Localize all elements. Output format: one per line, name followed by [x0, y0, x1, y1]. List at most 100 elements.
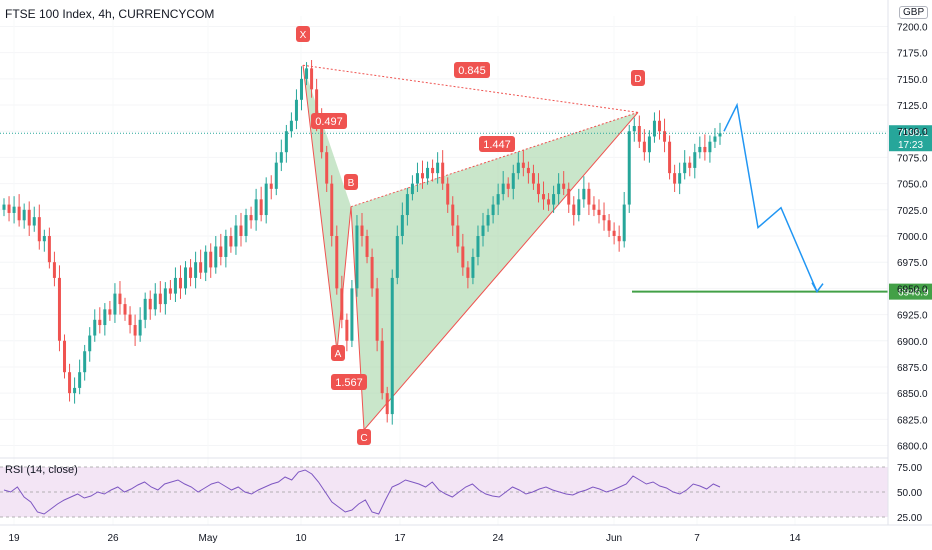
candle-body: [642, 141, 646, 153]
candle-body: [380, 340, 384, 394]
candle-body: [632, 126, 636, 132]
candle-body: [178, 277, 182, 289]
candle-body: [47, 236, 51, 263]
candle-body: [42, 236, 46, 242]
candle-body: [557, 183, 561, 195]
y-tick-label: 7125.0: [897, 101, 928, 112]
rsi-pane: 75.00 50.00 25.00: [0, 457, 922, 524]
candle-body: [305, 68, 309, 79]
candle-body: [118, 293, 122, 305]
y-tick-label: 7100.0: [897, 127, 928, 138]
point-label-d-box: [631, 70, 645, 86]
candle-body: [481, 225, 485, 236]
candle-body: [68, 372, 72, 394]
candle-body: [657, 120, 661, 132]
y-tick-label: 6850.0: [897, 389, 928, 400]
candle-body: [451, 204, 455, 226]
ratio-label: 0.497: [315, 116, 343, 128]
candle-body: [143, 298, 147, 320]
point-label-a: A: [335, 349, 342, 360]
rsi-indicator-label[interactable]: RSI (14, close): [5, 464, 78, 476]
target-price-box: [889, 283, 932, 300]
candle-body: [511, 173, 515, 189]
pattern-xab-fill: [303, 65, 351, 352]
candle-body: [335, 236, 339, 289]
candle-body: [360, 225, 364, 236]
candle-body: [52, 262, 56, 278]
candle-body: [249, 215, 253, 221]
candle-body: [698, 146, 702, 153]
candle-body: [587, 188, 591, 205]
candle-body: [254, 199, 258, 221]
last-price-box: [889, 125, 932, 152]
candle-body: [219, 246, 223, 257]
candle-body: [289, 120, 293, 132]
x-tick-label: 7: [694, 533, 700, 544]
candle-body: [385, 393, 389, 415]
y-tick-label: 6900.0: [897, 337, 928, 348]
candle-body: [536, 183, 540, 195]
candle-body: [708, 141, 712, 153]
candle-body: [2, 204, 6, 210]
rsi-level-label: 50.00: [897, 488, 922, 499]
candle-body: [138, 319, 142, 336]
candle-body: [421, 173, 425, 179]
candle-body: [279, 152, 283, 163]
candle-body: [400, 215, 404, 236]
candle-body: [531, 173, 535, 184]
candle-body: [441, 162, 445, 184]
candle-body: [612, 230, 616, 236]
candle-body: [108, 309, 112, 315]
candle-body: [315, 89, 319, 121]
candle-body: [128, 314, 132, 326]
candle-body: [274, 162, 278, 189]
currency-badge[interactable]: GBP: [899, 6, 929, 19]
candle-body: [703, 146, 707, 153]
x-tick-label: 14: [789, 533, 801, 544]
point-label-a-box: [331, 345, 345, 361]
y-tick-label: 7200.0: [897, 22, 928, 33]
candle-body: [158, 293, 162, 305]
y-tick-label: 6825.0: [897, 415, 928, 426]
candle-body: [310, 68, 314, 90]
candle-body: [98, 319, 102, 326]
candle-body: [415, 173, 419, 184]
point-label-b-box: [344, 174, 358, 190]
candle-body: [103, 309, 107, 326]
point-label-d: D: [634, 74, 641, 85]
candle-body: [693, 152, 697, 168]
candle-body: [446, 183, 450, 205]
y-tick-label: 6875.0: [897, 363, 928, 374]
candle-body: [683, 162, 687, 174]
y-tick-label: 7150.0: [897, 75, 928, 86]
candle-body: [168, 288, 172, 294]
ratio-label-box: [479, 136, 515, 152]
candle-body: [88, 335, 92, 352]
candle-body: [189, 267, 193, 278]
candle-body: [148, 298, 152, 310]
candle-body: [78, 372, 82, 388]
ratio-label-box: [311, 113, 347, 129]
point-label-c-box: [357, 429, 371, 445]
candle-body: [471, 256, 475, 278]
candle-body: [436, 162, 440, 174]
candle-body: [663, 131, 667, 142]
x-tick-label: May: [199, 533, 218, 544]
projection-path: [723, 102, 818, 292]
candle-body: [229, 236, 233, 247]
harmonic-pattern: [302, 64, 639, 432]
candle-body: [194, 262, 198, 278]
candle-body: [617, 236, 621, 242]
candle-body: [652, 120, 656, 137]
point-label-x: X: [300, 30, 307, 41]
candle-body: [73, 387, 77, 394]
projection-arrow-head: [811, 282, 824, 294]
candle-body: [370, 256, 374, 289]
candle-body: [582, 188, 586, 200]
candle-body: [456, 225, 460, 247]
rsi-line: [3, 469, 721, 515]
candle-body: [17, 206, 21, 221]
candle-body: [678, 173, 682, 184]
